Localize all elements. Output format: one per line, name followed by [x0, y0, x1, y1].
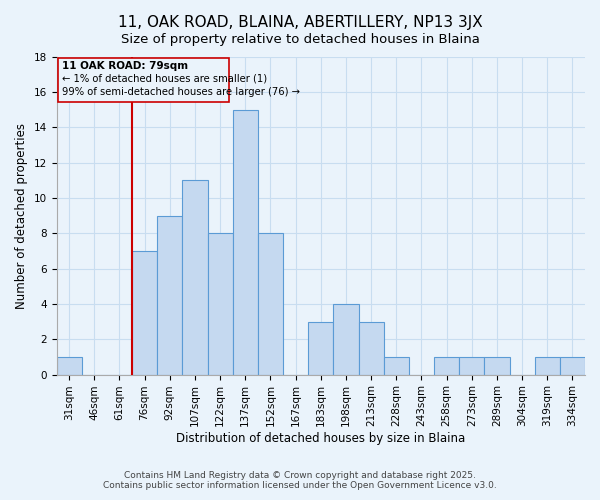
Bar [56, 357, 82, 374]
Text: Size of property relative to detached houses in Blaina: Size of property relative to detached ho… [121, 32, 479, 46]
Bar [208, 233, 233, 374]
Bar [132, 251, 157, 374]
Bar [535, 357, 560, 374]
Bar [484, 357, 509, 374]
Text: 11, OAK ROAD, BLAINA, ABERTILLERY, NP13 3JX: 11, OAK ROAD, BLAINA, ABERTILLERY, NP13 … [118, 15, 482, 30]
Text: ← 1% of detached houses are smaller (1): ← 1% of detached houses are smaller (1) [62, 74, 266, 84]
Bar [359, 322, 383, 374]
Bar [334, 304, 359, 374]
Bar [182, 180, 208, 374]
Bar [233, 110, 258, 374]
Y-axis label: Number of detached properties: Number of detached properties [15, 122, 28, 308]
Bar [308, 322, 334, 374]
Bar [383, 357, 409, 374]
Text: Contains HM Land Registry data © Crown copyright and database right 2025.
Contai: Contains HM Land Registry data © Crown c… [103, 470, 497, 490]
Bar [459, 357, 484, 374]
Bar [434, 357, 459, 374]
Bar [560, 357, 585, 374]
Bar [157, 216, 182, 374]
Text: 11 OAK ROAD: 79sqm: 11 OAK ROAD: 79sqm [62, 61, 188, 71]
Text: 99% of semi-detached houses are larger (76) →: 99% of semi-detached houses are larger (… [62, 88, 299, 98]
Bar [258, 233, 283, 374]
FancyBboxPatch shape [58, 58, 229, 102]
X-axis label: Distribution of detached houses by size in Blaina: Distribution of detached houses by size … [176, 432, 466, 445]
